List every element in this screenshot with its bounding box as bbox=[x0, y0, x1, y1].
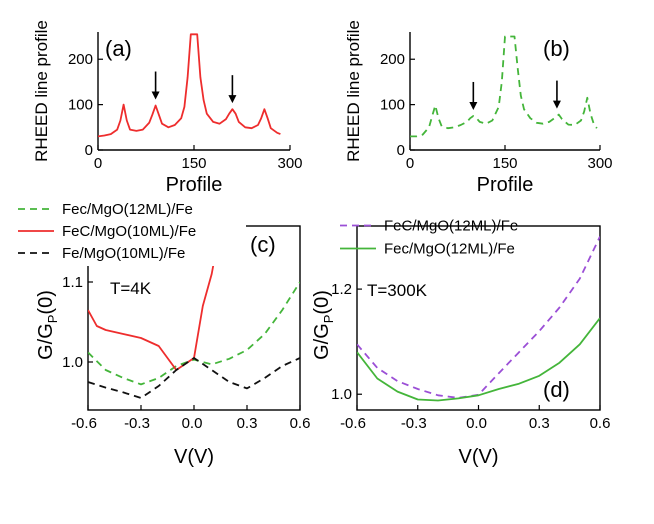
x-tick-label: 300 bbox=[277, 155, 302, 172]
y-tick-label: 200 bbox=[380, 51, 405, 68]
panel-label-a: (a) bbox=[105, 36, 132, 61]
series-line-c-0 bbox=[88, 281, 300, 386]
y-axis-label-main: RHEED line profile bbox=[32, 20, 51, 162]
x-axis-label: V(V) bbox=[174, 446, 214, 468]
x-tick-label: 0 bbox=[406, 155, 414, 172]
peak-arrowhead-icon bbox=[228, 95, 237, 104]
y-tick-label: 100 bbox=[380, 97, 405, 114]
y-tick-label: 1.2 bbox=[331, 281, 352, 298]
peak-arrowhead-icon bbox=[151, 91, 160, 100]
legend-label: FeC/MgO(10ML)/Fe bbox=[62, 223, 196, 240]
x-tick-label: 0.6 bbox=[290, 415, 311, 432]
series-line-a-0 bbox=[98, 33, 281, 138]
series-line-d-1 bbox=[357, 317, 600, 402]
legend-label: Fe/MgO(10ML)/Fe bbox=[62, 245, 185, 262]
legend-box bbox=[14, 194, 246, 266]
y-tick-label: 200 bbox=[68, 51, 93, 68]
series-line-c-1 bbox=[88, 225, 222, 371]
y-axis-label: RHEED line profile bbox=[32, 20, 51, 162]
y-tick-label: 0 bbox=[85, 142, 93, 159]
y-tick-label: 1.0 bbox=[331, 386, 352, 403]
x-axis-label: Profile bbox=[166, 174, 223, 196]
peak-arrowhead-icon bbox=[469, 101, 478, 110]
y-axis-label: RHEED line profile bbox=[344, 20, 363, 162]
temperature-annotation: T=4K bbox=[110, 279, 152, 298]
y-axis-label-subscript: P bbox=[321, 315, 336, 324]
y-tick-label: 0 bbox=[397, 142, 405, 159]
peak-arrowhead-icon bbox=[552, 100, 561, 109]
y-axis-label-main: G/G bbox=[35, 323, 57, 360]
series-line-d-0 bbox=[357, 236, 600, 399]
legend-label: FeC/MgO(12ML)/Fe bbox=[384, 218, 518, 235]
y-tick-label: 1.0 bbox=[62, 354, 83, 371]
x-tick-label: -0.3 bbox=[124, 415, 150, 432]
x-tick-label: 0.6 bbox=[590, 415, 611, 432]
x-tick-label: 150 bbox=[181, 155, 206, 172]
panel-label-d: (d) bbox=[543, 377, 570, 402]
x-tick-label: 0.0 bbox=[182, 415, 203, 432]
y-axis-label-subscript: P bbox=[45, 315, 60, 324]
series-line-c-2 bbox=[88, 357, 300, 399]
legend-label: Fec/MgO(12ML)/Fe bbox=[62, 201, 193, 218]
x-axis-label: Profile bbox=[477, 174, 534, 196]
panel-label-c: (c) bbox=[250, 232, 276, 257]
series-line-b-0 bbox=[410, 35, 598, 138]
x-tick-label: 0.0 bbox=[466, 415, 487, 432]
y-axis-label-main: G/G bbox=[311, 323, 333, 360]
y-axis-label-suffix: (0) bbox=[35, 290, 57, 314]
panel-label-b: (b) bbox=[543, 36, 570, 61]
x-tick-label: -0.6 bbox=[71, 415, 97, 432]
y-tick-label: 100 bbox=[68, 97, 93, 114]
x-tick-label: -0.6 bbox=[340, 415, 366, 432]
y-axis-label-suffix: (0) bbox=[311, 290, 333, 314]
y-axis-label-main: RHEED line profile bbox=[344, 20, 363, 162]
temperature-annotation: T=300K bbox=[367, 281, 428, 300]
x-tick-label: 300 bbox=[587, 155, 612, 172]
x-tick-label: 0.3 bbox=[529, 415, 550, 432]
y-axis-label: G/GP(0) bbox=[311, 290, 336, 360]
legend-label: Fec/MgO(12ML)/Fe bbox=[384, 241, 515, 258]
y-axis-label: G/GP(0) bbox=[35, 290, 60, 360]
x-tick-label: -0.3 bbox=[401, 415, 427, 432]
x-tick-label: 150 bbox=[492, 155, 517, 172]
x-axis-label: V(V) bbox=[459, 446, 499, 468]
y-tick-label: 1.1 bbox=[62, 274, 83, 291]
x-tick-label: 0 bbox=[94, 155, 102, 172]
x-tick-label: 0.3 bbox=[237, 415, 258, 432]
